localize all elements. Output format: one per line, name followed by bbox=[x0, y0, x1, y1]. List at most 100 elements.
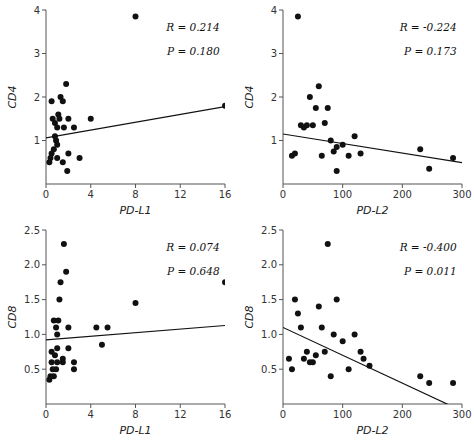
scatter-point bbox=[328, 373, 334, 379]
scatter-point bbox=[54, 142, 60, 148]
y-tick-label: 4 bbox=[34, 5, 40, 16]
scatter-point bbox=[352, 331, 358, 337]
x-axis-label: PD-L1 bbox=[119, 424, 151, 437]
y-tick bbox=[42, 334, 46, 335]
scatter-point bbox=[52, 352, 58, 358]
x-tick bbox=[46, 404, 47, 408]
scatter-point bbox=[61, 124, 67, 130]
scatter-point bbox=[325, 241, 331, 247]
x-tick bbox=[225, 404, 226, 408]
plot-area bbox=[46, 241, 225, 383]
annotation: P = 0.648 bbox=[166, 265, 220, 277]
scatter-point bbox=[322, 349, 328, 355]
y-tick-label: 1.5 bbox=[261, 294, 277, 305]
scatter-point bbox=[99, 342, 105, 348]
x-tick-label: 16 bbox=[219, 409, 232, 420]
scatter-point bbox=[328, 138, 334, 144]
y-tick bbox=[42, 140, 46, 141]
x-axis-line bbox=[283, 404, 462, 405]
scatter-point bbox=[319, 324, 325, 330]
y-tick-label: 1.0 bbox=[24, 329, 40, 340]
scatter-point bbox=[60, 359, 66, 365]
x-tick-label: 4 bbox=[88, 189, 94, 200]
regression-line bbox=[46, 107, 225, 138]
annotation: R = 0.074 bbox=[165, 241, 219, 253]
scatter-point bbox=[56, 116, 62, 122]
scatter-point bbox=[304, 122, 310, 128]
scatter-point bbox=[295, 14, 301, 20]
x-tick bbox=[402, 404, 403, 408]
scatter-point bbox=[334, 168, 340, 174]
scatter-point bbox=[286, 356, 292, 362]
x-tick-label: 100 bbox=[333, 409, 352, 420]
x-tick-label: 200 bbox=[393, 409, 412, 420]
x-tick bbox=[283, 184, 284, 188]
scatter-point bbox=[316, 83, 322, 89]
annotation: R = -0.224 bbox=[399, 21, 457, 33]
x-tick bbox=[283, 404, 284, 408]
y-tick bbox=[279, 264, 283, 265]
scatter-point bbox=[319, 153, 325, 159]
y-axis-line bbox=[283, 230, 284, 404]
scatter-point bbox=[64, 168, 70, 174]
y-tick bbox=[42, 53, 46, 54]
y-tick bbox=[42, 230, 46, 231]
regression-line bbox=[283, 134, 462, 163]
y-tick-label: 3 bbox=[271, 48, 277, 59]
y-tick-label: 1 bbox=[34, 135, 40, 146]
y-tick-label: 0.5 bbox=[24, 364, 40, 375]
y-tick-label: 1.0 bbox=[261, 329, 277, 340]
scatter-point bbox=[222, 279, 225, 285]
annotation: P = 0.173 bbox=[403, 45, 457, 57]
scatter-point bbox=[58, 279, 64, 285]
scatter-point bbox=[298, 324, 304, 330]
x-tick bbox=[225, 184, 226, 188]
scatter-point bbox=[65, 151, 71, 157]
scatter-point bbox=[358, 151, 364, 157]
y-axis-label: CD8 bbox=[243, 305, 256, 328]
scatter-point bbox=[105, 324, 111, 330]
scatter-point bbox=[346, 366, 352, 372]
x-tick bbox=[342, 404, 343, 408]
scatter-point bbox=[54, 331, 60, 337]
scatter-point bbox=[60, 159, 66, 165]
scatter-point bbox=[61, 241, 67, 247]
scatter-point bbox=[54, 155, 60, 161]
scatter-point bbox=[295, 311, 301, 317]
scatter-point bbox=[352, 133, 358, 139]
scatter-point bbox=[133, 14, 139, 20]
x-tick bbox=[90, 404, 91, 408]
y-tick bbox=[42, 369, 46, 370]
x-axis-label: PD-L2 bbox=[356, 424, 388, 437]
scatter-point bbox=[77, 155, 83, 161]
plot-area bbox=[283, 241, 462, 404]
scatter-point bbox=[71, 124, 77, 130]
scatter-point bbox=[71, 366, 77, 372]
y-axis-label: CD8 bbox=[6, 305, 19, 328]
x-tick bbox=[342, 184, 343, 188]
scatter-point bbox=[426, 166, 432, 172]
x-tick-label: 16 bbox=[219, 189, 232, 200]
y-tick bbox=[42, 97, 46, 98]
scatter-point bbox=[55, 317, 61, 323]
scatter-point bbox=[304, 349, 310, 355]
y-tick-label: 3 bbox=[34, 48, 40, 59]
scatter-point bbox=[313, 352, 319, 358]
y-tick bbox=[42, 264, 46, 265]
y-tick bbox=[42, 10, 46, 11]
scatter-point bbox=[88, 116, 94, 122]
regression-line bbox=[46, 325, 225, 339]
scatter-point bbox=[292, 297, 298, 303]
x-tick-label: 12 bbox=[174, 189, 187, 200]
x-tick-label: 12 bbox=[174, 409, 187, 420]
scatter-point bbox=[60, 98, 66, 104]
scatter-point bbox=[53, 366, 59, 372]
x-axis-label: PD-L1 bbox=[119, 204, 151, 217]
scatter-point bbox=[49, 359, 55, 365]
scatter-point bbox=[325, 105, 331, 111]
scatter-point bbox=[322, 120, 328, 126]
y-tick-label: 1 bbox=[271, 135, 277, 146]
scatter-point bbox=[71, 359, 77, 365]
x-tick-label: 8 bbox=[132, 189, 138, 200]
y-tick-label: 2.5 bbox=[24, 225, 40, 236]
